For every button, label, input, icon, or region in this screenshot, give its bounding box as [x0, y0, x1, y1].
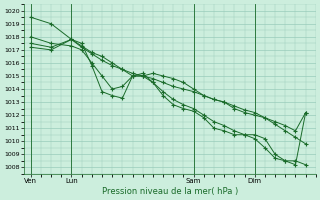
X-axis label: Pression niveau de la mer( hPa ): Pression niveau de la mer( hPa ): [102, 187, 238, 196]
